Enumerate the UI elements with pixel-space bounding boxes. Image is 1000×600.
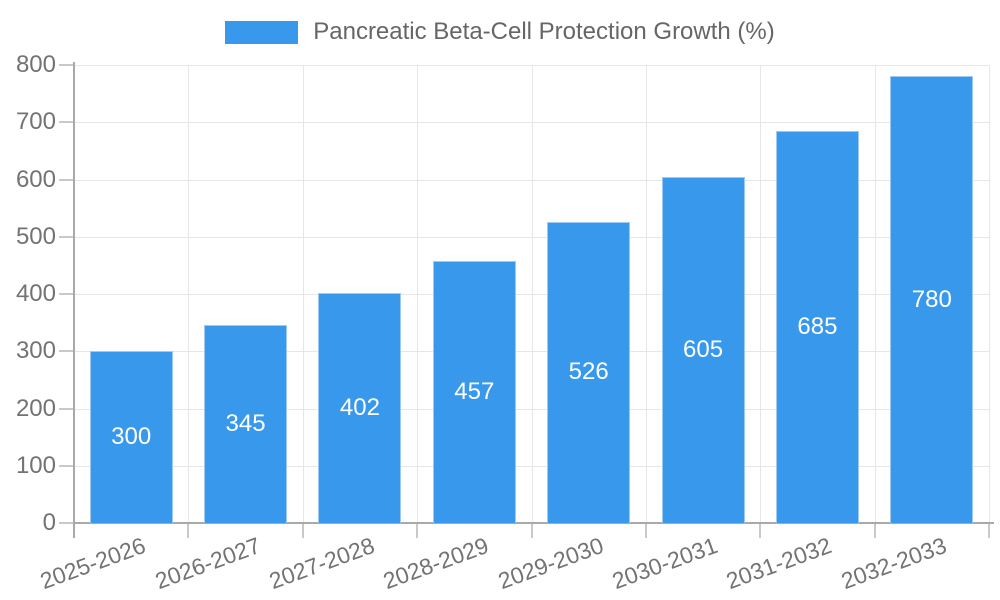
x-tick (759, 523, 762, 538)
y-axis-tick-label: 400 (15, 280, 56, 307)
bar-2027-2028[interactable] (318, 292, 402, 523)
bar-2026-2027[interactable] (204, 325, 288, 523)
x-tick (873, 523, 876, 538)
bar-value-label: 457 (454, 378, 495, 406)
x-tick (187, 523, 190, 538)
y-axis-tick-label: 200 (15, 394, 56, 422)
bar-2029-2030[interactable] (547, 221, 631, 523)
x-axis-category-label: 2026-2027 (151, 532, 264, 595)
x-tick (416, 523, 419, 538)
x-axis-category-label: 2030-2031 (608, 532, 721, 595)
y-axis-tick-label: 500 (15, 222, 56, 250)
bar-value-label: 685 (797, 312, 838, 340)
y-axis-tick-label: 700 (15, 108, 56, 136)
x-axis-line (74, 522, 994, 524)
x-gridline (531, 65, 533, 523)
x-axis-category-label: 2029-2030 (494, 532, 607, 595)
x-gridline (874, 65, 876, 523)
bar-2032-2033[interactable] (890, 76, 974, 523)
x-axis-category-label: 2031-2032 (723, 532, 836, 595)
x-gridline (989, 65, 990, 523)
bar-2030-2031[interactable] (661, 176, 745, 523)
x-gridline (760, 65, 762, 523)
y-axis-tick-label: 800 (15, 51, 56, 78)
x-axis-category-label: 2027-2028 (265, 532, 378, 595)
x-tick (301, 523, 304, 538)
y-tick (59, 235, 74, 238)
y-axis-tick-label: 600 (15, 165, 56, 193)
y-tick (59, 350, 74, 353)
x-axis-category-label: 2028-2029 (379, 532, 493, 595)
y-axis-tick-label: 0 (42, 509, 56, 536)
y-tick (59, 522, 74, 524)
x-tick (530, 523, 533, 538)
x-gridline (302, 65, 304, 523)
bar-2028-2029[interactable] (432, 261, 516, 523)
x-axis-category-label: 2032-2033 (837, 532, 950, 595)
chart-legend: Pancreatic Beta-Cell Protection Growth (… (0, 18, 1000, 46)
y-axis-tick-label: 100 (15, 451, 56, 479)
bar-value-label: 345 (225, 410, 266, 438)
y-tick (59, 178, 74, 181)
bar-value-label: 780 (911, 285, 952, 313)
bar-value-label: 300 (111, 423, 152, 451)
bar-2025-2026[interactable] (89, 351, 173, 523)
y-tick (59, 121, 74, 124)
y-axis-tick-label: 300 (15, 337, 56, 365)
x-gridline (645, 65, 647, 523)
x-axis-category-label: 2025-2026 (36, 532, 150, 595)
bar-value-label: 526 (568, 358, 609, 386)
y-tick (59, 64, 74, 66)
x-tick (644, 523, 647, 538)
y-tick (59, 407, 74, 410)
x-gridline (188, 65, 190, 523)
y-tick (59, 293, 74, 295)
y-tick (59, 464, 74, 467)
bar-value-label: 605 (683, 335, 724, 363)
bar-2031-2032[interactable] (775, 130, 859, 523)
legend-swatch-icon (225, 20, 299, 44)
x-tick (988, 523, 990, 538)
bar-value-label: 402 (339, 393, 380, 421)
x-gridline (417, 65, 419, 523)
legend-label: Pancreatic Beta-Cell Protection Growth (… (313, 18, 775, 45)
y-axis-line (72, 62, 75, 538)
legend-item[interactable]: Pancreatic Beta-Cell Protection Growth (… (225, 18, 775, 46)
